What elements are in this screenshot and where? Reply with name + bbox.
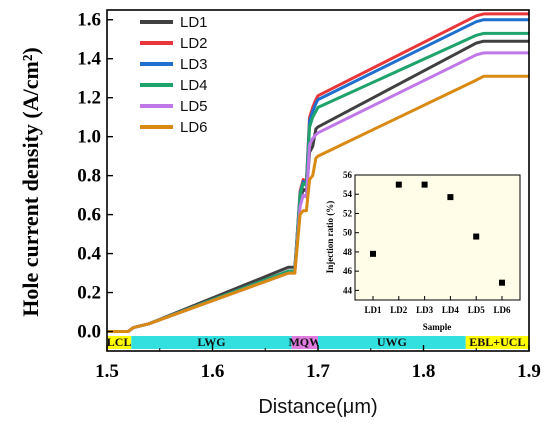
x-axis-title: Distance(μm) xyxy=(258,396,377,418)
inset-plot: 44 46 48 50 52 54 56 LD1 LD2 LD3 LD4 LD5 LD6 Sample… xyxy=(325,170,521,332)
inset-x-tick-label: LD2 xyxy=(390,305,408,315)
y-axis-title: Hole current density (A/cm²) xyxy=(18,47,43,317)
inset-x-ticks: LD1 LD2 LD3 LD4 LD5 LD6 xyxy=(364,296,511,315)
y-tick-label: 0.2 xyxy=(77,283,101,304)
y-tick-label: 0.4 xyxy=(77,244,101,265)
legend-label: LD2 xyxy=(180,35,208,52)
inset-point-ld6 xyxy=(499,279,505,286)
y-ticks: 0.0 0.2 0.4 0.6 0.8 1.0 1.2 1.4 1.6 xyxy=(77,10,113,343)
legend: LD1 LD2 LD3 LD4 LD5 LD6 xyxy=(140,14,208,136)
inset-y-tick-label: 46 xyxy=(343,266,353,276)
inset-y-tick-label: 48 xyxy=(343,247,353,257)
inset-y-ticks: 44 46 48 50 52 54 56 xyxy=(343,170,359,295)
region-band xyxy=(291,336,318,349)
region-band xyxy=(465,336,529,349)
x-tick-label: 1.6 xyxy=(201,361,225,382)
inset-point-ld5 xyxy=(473,233,480,240)
legend-label: LD1 xyxy=(180,14,208,31)
inset-y-tick-label: 56 xyxy=(343,170,353,180)
inset-point-ld3 xyxy=(421,181,428,188)
y-tick-label: 1.4 xyxy=(77,49,101,70)
main-plot: LCL LWG MQW UWG EBL+UCL 1.5 1.6 1.7 1.8 1.9 0.00… xyxy=(18,9,541,418)
y-tick-label: 1.2 xyxy=(77,88,101,109)
region-label: LCL xyxy=(107,335,132,349)
x-tick-label: 1.7 xyxy=(306,361,330,382)
inset-y-tick-label: 52 xyxy=(343,208,353,218)
y-tick-label: 0.6 xyxy=(77,205,101,226)
inset-y-tick-label: 50 xyxy=(343,228,353,238)
inset-x-tick-label: LD1 xyxy=(364,305,382,315)
legend-label: LD6 xyxy=(180,119,208,136)
x-tick-label: 1.5 xyxy=(95,361,119,382)
series-lines xyxy=(107,12,529,333)
inset-x-tick-label: LD4 xyxy=(442,305,460,315)
inset-point-ld2 xyxy=(395,181,402,188)
inset-x-tick-label: LD3 xyxy=(416,305,434,315)
y-tick-label: 1.6 xyxy=(77,10,101,31)
inset-y-tick-label: 54 xyxy=(343,189,353,199)
series-line-ld6 xyxy=(107,74,529,333)
region-band xyxy=(318,336,466,349)
region-band xyxy=(131,336,292,349)
y-tick-label: 0.0 xyxy=(77,322,101,343)
inset-x-tick-label: LD6 xyxy=(493,305,511,315)
inset-x-axis-title: Sample xyxy=(423,322,452,332)
legend-label: LD5 xyxy=(180,98,208,115)
legend-label: LD4 xyxy=(180,77,208,94)
inset-y-tick-label: 44 xyxy=(343,285,353,295)
x-tick-label: 1.9 xyxy=(517,361,541,382)
y-tick-label: 0.8 xyxy=(77,166,101,187)
x-tick-label: 1.8 xyxy=(412,361,436,382)
region-band xyxy=(107,336,132,349)
y-tick-label: 1.0 xyxy=(77,127,101,148)
inset-y-axis-title: Injection ratio (%) xyxy=(325,201,335,273)
region-label: MQW xyxy=(288,335,321,349)
legend-label: LD3 xyxy=(180,56,208,73)
inset-point-ld4 xyxy=(447,194,454,201)
inset-x-tick-label: LD5 xyxy=(468,305,486,315)
region-label: LWG xyxy=(197,335,225,349)
inset-points xyxy=(370,181,505,286)
region-label: UWG xyxy=(377,335,407,349)
region-bands: LCL LWG MQW UWG EBL+UCL xyxy=(107,335,529,349)
inset-point-ld1 xyxy=(370,250,376,257)
inset-background xyxy=(354,174,521,301)
region-label: EBL+UCL xyxy=(469,335,525,349)
x-ticks: 1.5 1.6 1.7 1.8 1.9 xyxy=(95,345,541,382)
